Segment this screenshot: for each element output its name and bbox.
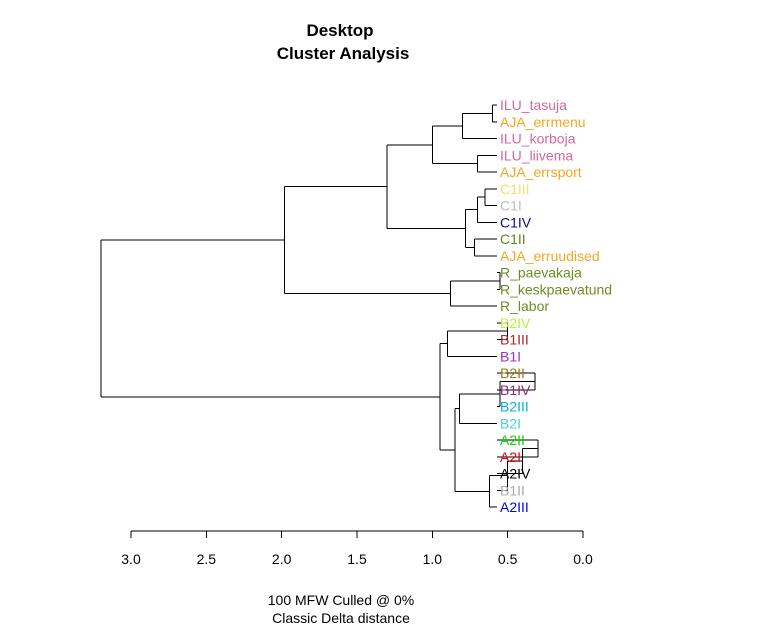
- leaf-label: B1III: [500, 332, 529, 348]
- leaf-label: B2III: [500, 399, 529, 415]
- axis-tick-label: 1.0: [423, 551, 443, 567]
- leaf-label: A2IV: [500, 466, 531, 482]
- leaf-label: ILU_liivema: [500, 147, 573, 163]
- leaf-label: C1II: [500, 231, 526, 247]
- leaf-label: B2I: [500, 415, 521, 431]
- leaf-labels: ILU_tasujaAJA_errmenuILU_korbojaILU_liiv…: [500, 97, 612, 515]
- leaf-label: B1II: [500, 482, 525, 498]
- leaf-label: A2II: [500, 432, 525, 448]
- chart-title: Desktop: [306, 21, 373, 40]
- chart-subtitle: Cluster Analysis: [277, 44, 410, 63]
- axis-tick-label: 3.0: [121, 551, 141, 567]
- axis-tick-label: 2.5: [197, 551, 217, 567]
- leaf-label: B1IV: [500, 382, 531, 398]
- leaf-label: C1III: [500, 181, 530, 197]
- leaf-label: A2III: [500, 499, 529, 515]
- axis-tick-label: 2.0: [272, 551, 292, 567]
- axis-tick-label: 1.5: [347, 551, 367, 567]
- axis-tick-label: 0.5: [498, 551, 518, 567]
- leaf-label: R_paevakaja: [500, 265, 582, 281]
- leaf-label: ILU_korboja: [500, 131, 576, 147]
- leaf-label: B2IV: [500, 315, 531, 331]
- leaf-label: AJA_erruudised: [500, 248, 600, 264]
- footer-distance-note: Classic Delta distance: [272, 610, 410, 626]
- leaf-label: B1I: [500, 348, 521, 364]
- leaf-label: C1I: [500, 198, 522, 214]
- leaf-label: R_labor: [500, 298, 549, 314]
- leaf-label: ILU_tasuja: [500, 97, 567, 113]
- leaf-label: C1IV: [500, 214, 532, 230]
- leaf-label: B2II: [500, 365, 525, 381]
- distance-axis: 3.0 2.5 2.0 1.5 1.0 0.5 0.0: [121, 530, 593, 567]
- footer-mfw-note: 100 MFW Culled @ 0%: [268, 592, 414, 608]
- dendrogram-branches: [100, 104, 539, 508]
- leaf-label: AJA_errmenu: [500, 114, 586, 130]
- leaf-label: AJA_errsport: [500, 164, 582, 180]
- axis-tick-label: 0.0: [573, 551, 593, 567]
- leaf-label: R_keskpaevatund: [500, 281, 612, 297]
- leaf-label: A2I: [500, 449, 521, 465]
